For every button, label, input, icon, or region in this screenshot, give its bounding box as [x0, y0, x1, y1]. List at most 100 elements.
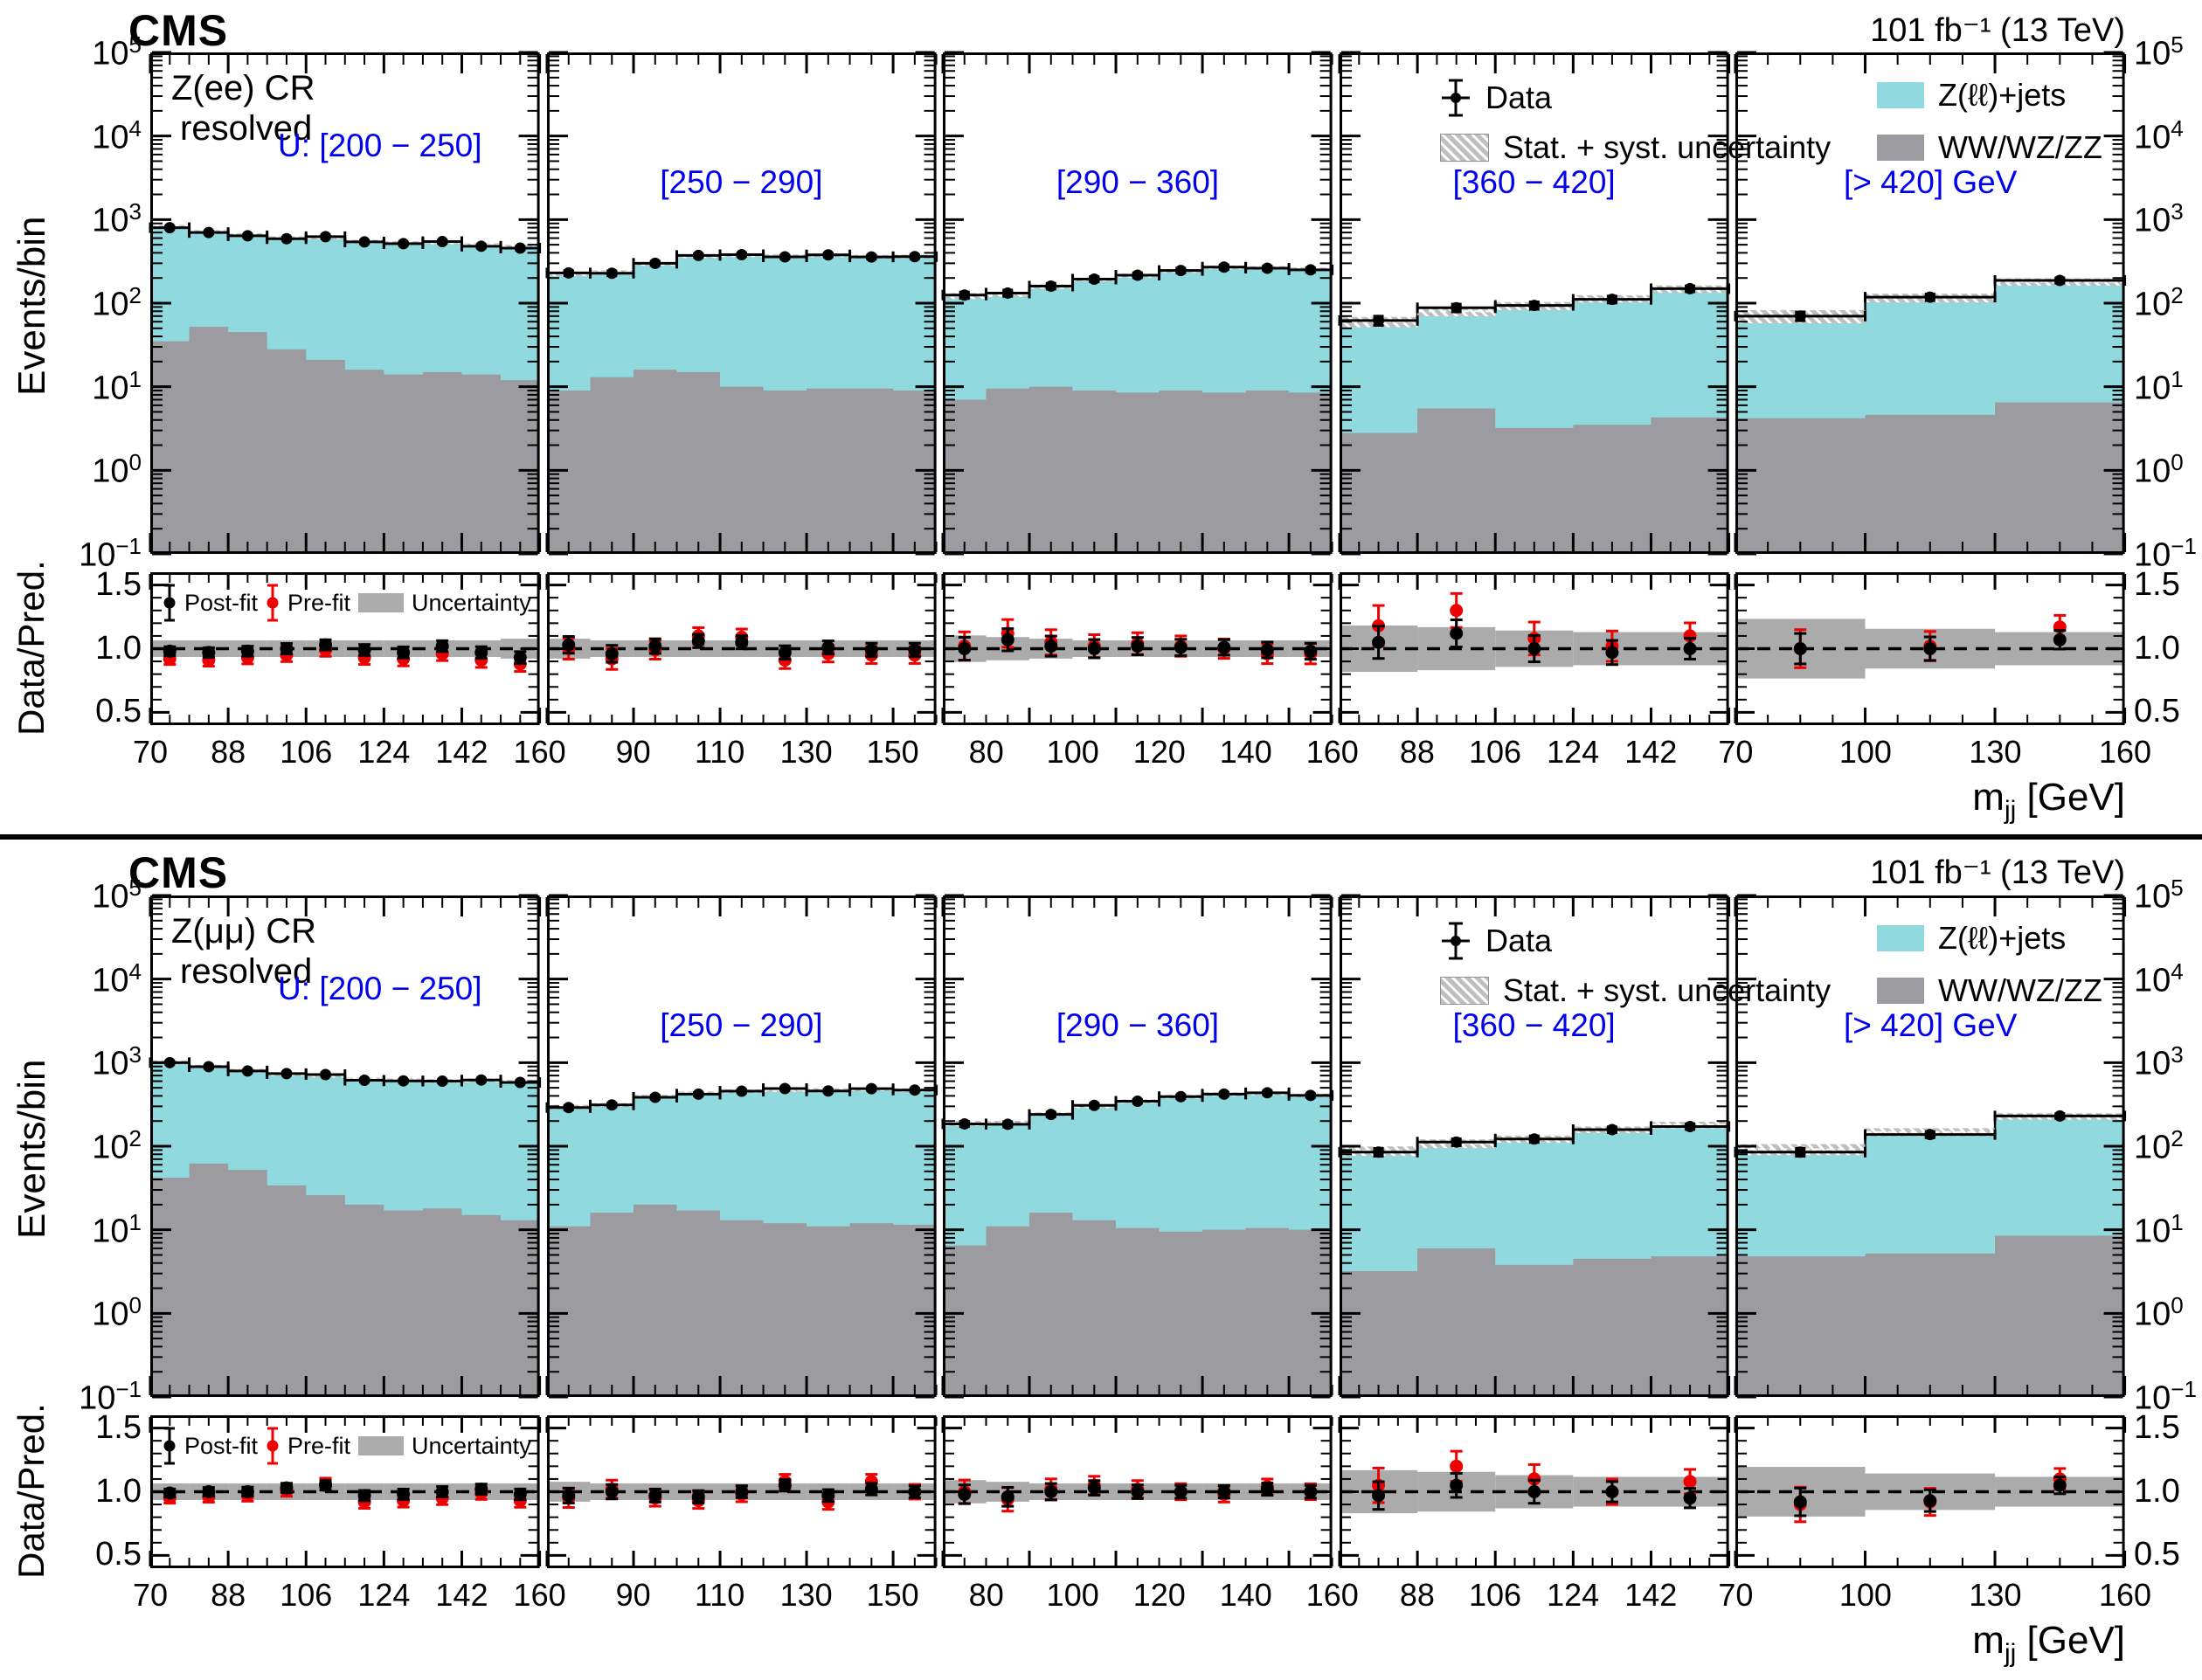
bin-range-label: U: [200 − 250]: [278, 128, 482, 163]
bin-range-label: [250 − 290]: [660, 164, 823, 200]
legend-zjets: Z(ℓℓ)+jets: [1877, 77, 2066, 114]
ratio-uncertainty-swatch-icon: [358, 1436, 405, 1455]
y-tick-label: 10−1: [79, 533, 142, 574]
x-tick-label: 100: [1838, 734, 1892, 770]
x-tick-label: 106: [280, 734, 333, 770]
x-tick-label: 130: [1969, 734, 2022, 770]
region-line2: resolved: [180, 952, 313, 991]
ratio-legend-post-label: Post-fit: [184, 589, 259, 616]
main-panel-svg: [1338, 51, 1730, 556]
x-tick-label: 70: [132, 1577, 169, 1613]
legend-unc-label: Stat. + syst. uncertainty: [1503, 129, 1832, 165]
ratio-uncertainty-swatch-icon: [358, 593, 405, 612]
x-tick-label: 124: [1547, 1577, 1600, 1613]
main-panel-svg: [149, 894, 542, 1399]
main-panel-svg: [1338, 894, 1730, 1399]
x-tick-label: 142: [435, 1577, 488, 1613]
legend-vv-label: WW/WZ/ZZ: [1938, 972, 2102, 1008]
y-tick-label: 101: [2134, 1208, 2184, 1250]
x-tick-label: 110: [694, 1577, 745, 1613]
x-tick-label: 70: [1718, 734, 1754, 770]
ratio-panel-svg: [1338, 1415, 1730, 1568]
x-tick-label: 160: [2098, 1577, 2152, 1613]
y-tick-label: 104: [2134, 114, 2184, 156]
ratio-legend: Post-fit Pre-fit Uncertainty: [163, 1427, 531, 1465]
ratio-tick-label: 1.5: [95, 565, 142, 603]
ratio-panel-svg: [545, 572, 938, 725]
ratio-tick-label: 0.5: [2134, 693, 2180, 730]
y-tick-label: 102: [2134, 1125, 2184, 1166]
x-tick-label: 142: [1624, 1577, 1678, 1613]
legend-zjets: Z(ℓℓ)+jets: [1877, 920, 2066, 957]
ratio-panel-svg: [149, 1415, 542, 1568]
bin-range-label: [290 − 360]: [1056, 164, 1220, 200]
y-tick-label: 104: [92, 958, 142, 999]
x-tick-label: 124: [1547, 734, 1600, 770]
x-axis-title: mjj [GeV]: [1972, 776, 2125, 825]
ratio-panel-svg: [941, 572, 1333, 725]
legend-zjets-label: Z(ℓℓ)+jets: [1938, 77, 2067, 113]
y-tick-label: 103: [92, 1041, 142, 1082]
zjets-swatch-icon: [1877, 82, 1924, 108]
legend-vv-label: WW/WZ/ZZ: [1938, 129, 2102, 165]
x-tick-label: 80: [968, 1577, 1004, 1613]
cms-label: CMS: [128, 6, 229, 55]
data-marker-icon: [1442, 79, 1470, 117]
legend-data-label: Data: [1485, 80, 1553, 115]
region-line1: Z(μμ) CR: [171, 912, 317, 951]
x-tick-label: 124: [357, 1577, 411, 1613]
ratio-tick-label: 1.5: [95, 1408, 142, 1446]
ratio-axis-title: Data/Pred.: [10, 560, 52, 736]
vv-swatch-icon: [1877, 135, 1924, 161]
legend-unc-label: Stat. + syst. uncertainty: [1503, 972, 1832, 1008]
ratio-legend-pre-label: Pre-fit: [287, 1432, 351, 1459]
x-tick-label: 100: [1838, 1577, 1892, 1613]
x-tick-label: 90: [615, 734, 651, 770]
x-tick-label: 160: [2098, 734, 2152, 770]
y-tick-label: 104: [92, 114, 142, 156]
legend-vv: WW/WZ/ZZ: [1877, 972, 2102, 1009]
x-tick-label: 140: [1219, 734, 1272, 770]
x-tick-label: 142: [435, 734, 488, 770]
x-tick-label: 106: [1468, 1577, 1522, 1613]
bin-range-label: [360 − 420]: [1452, 1007, 1616, 1043]
x-tick-label: 160: [1305, 734, 1359, 770]
region-label: Z(μμ) CR resolved: [171, 911, 316, 992]
y-tick-label: 101: [92, 365, 142, 407]
y-tick-label: 100: [2134, 1292, 2184, 1333]
ratio-panel-svg: [1734, 1415, 2127, 1568]
bin-range-label: U: [200 − 250]: [278, 971, 482, 1006]
y-tick-label: 10−1: [2134, 533, 2197, 574]
x-axis-title: mjj [GeV]: [1972, 1619, 2125, 1668]
y-tick-label: 102: [2134, 282, 2184, 323]
x-tick-label: 120: [1132, 1577, 1186, 1613]
y-tick-label: 100: [2134, 449, 2184, 490]
x-tick-label: 70: [132, 734, 169, 770]
x-tick-label: 120: [1132, 734, 1186, 770]
ratio-tick-label: 1.5: [2134, 565, 2180, 603]
events-axis-title: Events/bin: [10, 1059, 53, 1239]
y-tick-label: 10−1: [2134, 1376, 2197, 1417]
x-tick-label: 130: [1969, 1577, 2022, 1613]
legend-data-label: Data: [1485, 923, 1553, 958]
main-panel-svg: [545, 51, 938, 556]
legend-unc: Stat. + syst. uncertainty: [1440, 129, 1831, 166]
ratio-tick-label: 1.0: [2134, 1472, 2180, 1510]
y-tick-label: 102: [92, 1125, 142, 1166]
data-marker-icon: [1442, 922, 1470, 960]
lumi-label: 101 fb⁻¹ (13 TeV): [1870, 12, 2125, 49]
bin-range-label: [290 − 360]: [1056, 1007, 1220, 1043]
y-tick-label: 100: [92, 449, 142, 490]
y-tick-label: 10−1: [79, 1376, 142, 1417]
main-panel-svg: [941, 51, 1334, 556]
y-tick-label: 105: [2134, 875, 2184, 916]
legend-data: Data: [1440, 920, 1552, 962]
x-tick-label: 160: [1305, 1577, 1359, 1613]
ratio-panel-svg: [1734, 572, 2127, 725]
y-tick-label: 103: [2134, 198, 2184, 239]
vv-swatch-icon: [1877, 978, 1924, 1004]
postfit-marker-icon: [163, 584, 176, 622]
y-tick-label: 100: [92, 1292, 142, 1333]
bin-range-label: [> 420] GeV: [1843, 1007, 2018, 1043]
y-tick-label: 103: [2134, 1041, 2184, 1082]
